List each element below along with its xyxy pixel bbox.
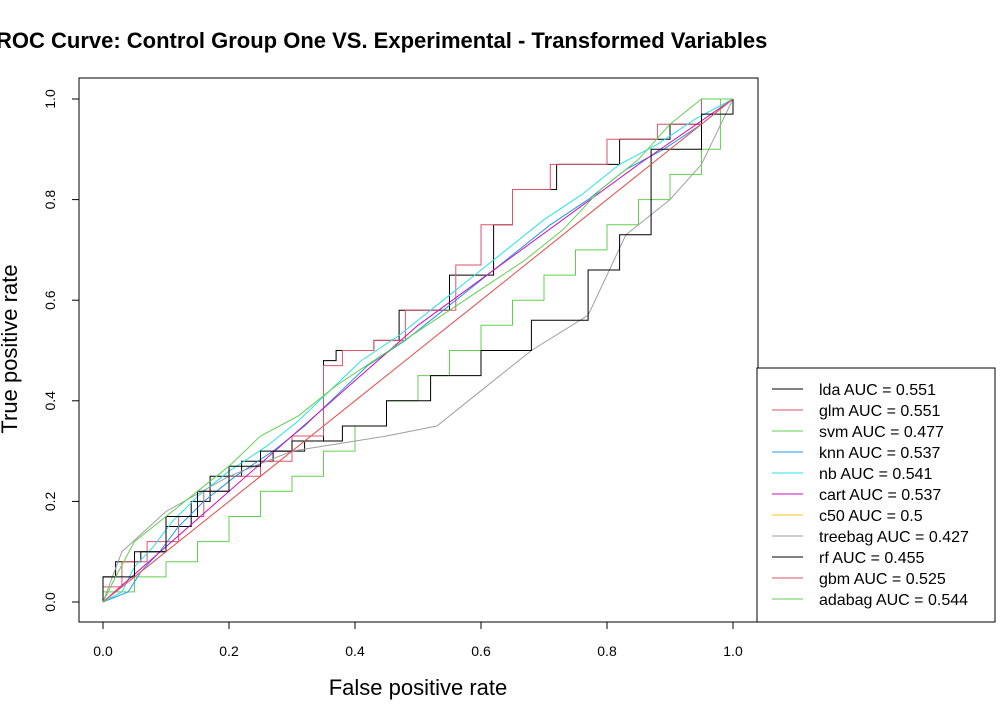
x-tick-label: 0.8 [597, 643, 617, 659]
legend-entry: cart AUC = 0.537 [819, 487, 941, 504]
legend-entry: svm AUC = 0.477 [819, 424, 944, 441]
series-line-4 [102, 98, 734, 603]
y-axis-label: True positive rate [0, 264, 22, 433]
legend: lda AUC = 0.551 glm AUC = 0.551 svm AUC = … [756, 367, 996, 623]
x-tick-label: 0.2 [219, 643, 239, 659]
series-line-7 [102, 98, 734, 603]
y-tick-label: 0.2 [42, 491, 58, 511]
x-axis-label: False positive rate [329, 675, 508, 700]
y-tick-label: 0.0 [42, 592, 58, 612]
chart-title: ROC Curve: Control Group One VS. Experim… [0, 28, 767, 53]
y-tick-label: 0.8 [42, 190, 58, 210]
y-tick-label: 0.6 [42, 290, 58, 310]
x-tick-label: 1.0 [723, 643, 743, 659]
legend-entry: c50 AUC = 0.5 [819, 508, 923, 525]
y-tick-label: 1.0 [42, 89, 58, 109]
x-tick-label: 0.4 [345, 643, 365, 659]
legend-entry: lda AUC = 0.551 [819, 382, 936, 399]
series-line-1 [102, 98, 733, 602]
series-line-8 [102, 99, 734, 602]
legend-entry: glm AUC = 0.551 [819, 403, 941, 420]
legend-entry: nb AUC = 0.541 [819, 466, 933, 483]
x-tick-label: 0.0 [93, 643, 113, 659]
y-axis: 0.0 0.2 0.4 0.6 0.8 1.0 [42, 89, 80, 612]
y-tick-label: 0.4 [42, 391, 58, 411]
legend-entry: adabag AUC = 0.544 [819, 592, 968, 609]
x-axis: 0.0 0.2 0.4 0.6 0.8 1.0 [93, 621, 743, 659]
legend-entry: gbm AUC = 0.525 [819, 571, 946, 588]
legend-entry: knn AUC = 0.537 [819, 445, 941, 462]
legend-entry: rf AUC = 0.455 [819, 550, 924, 567]
legend-entry: treebag AUC = 0.427 [819, 529, 969, 546]
series-line-9 [102, 98, 734, 603]
x-tick-label: 0.6 [471, 643, 491, 659]
series-line-2 [102, 98, 733, 602]
series-line-10 [102, 98, 733, 603]
plot-lines [102, 98, 734, 603]
